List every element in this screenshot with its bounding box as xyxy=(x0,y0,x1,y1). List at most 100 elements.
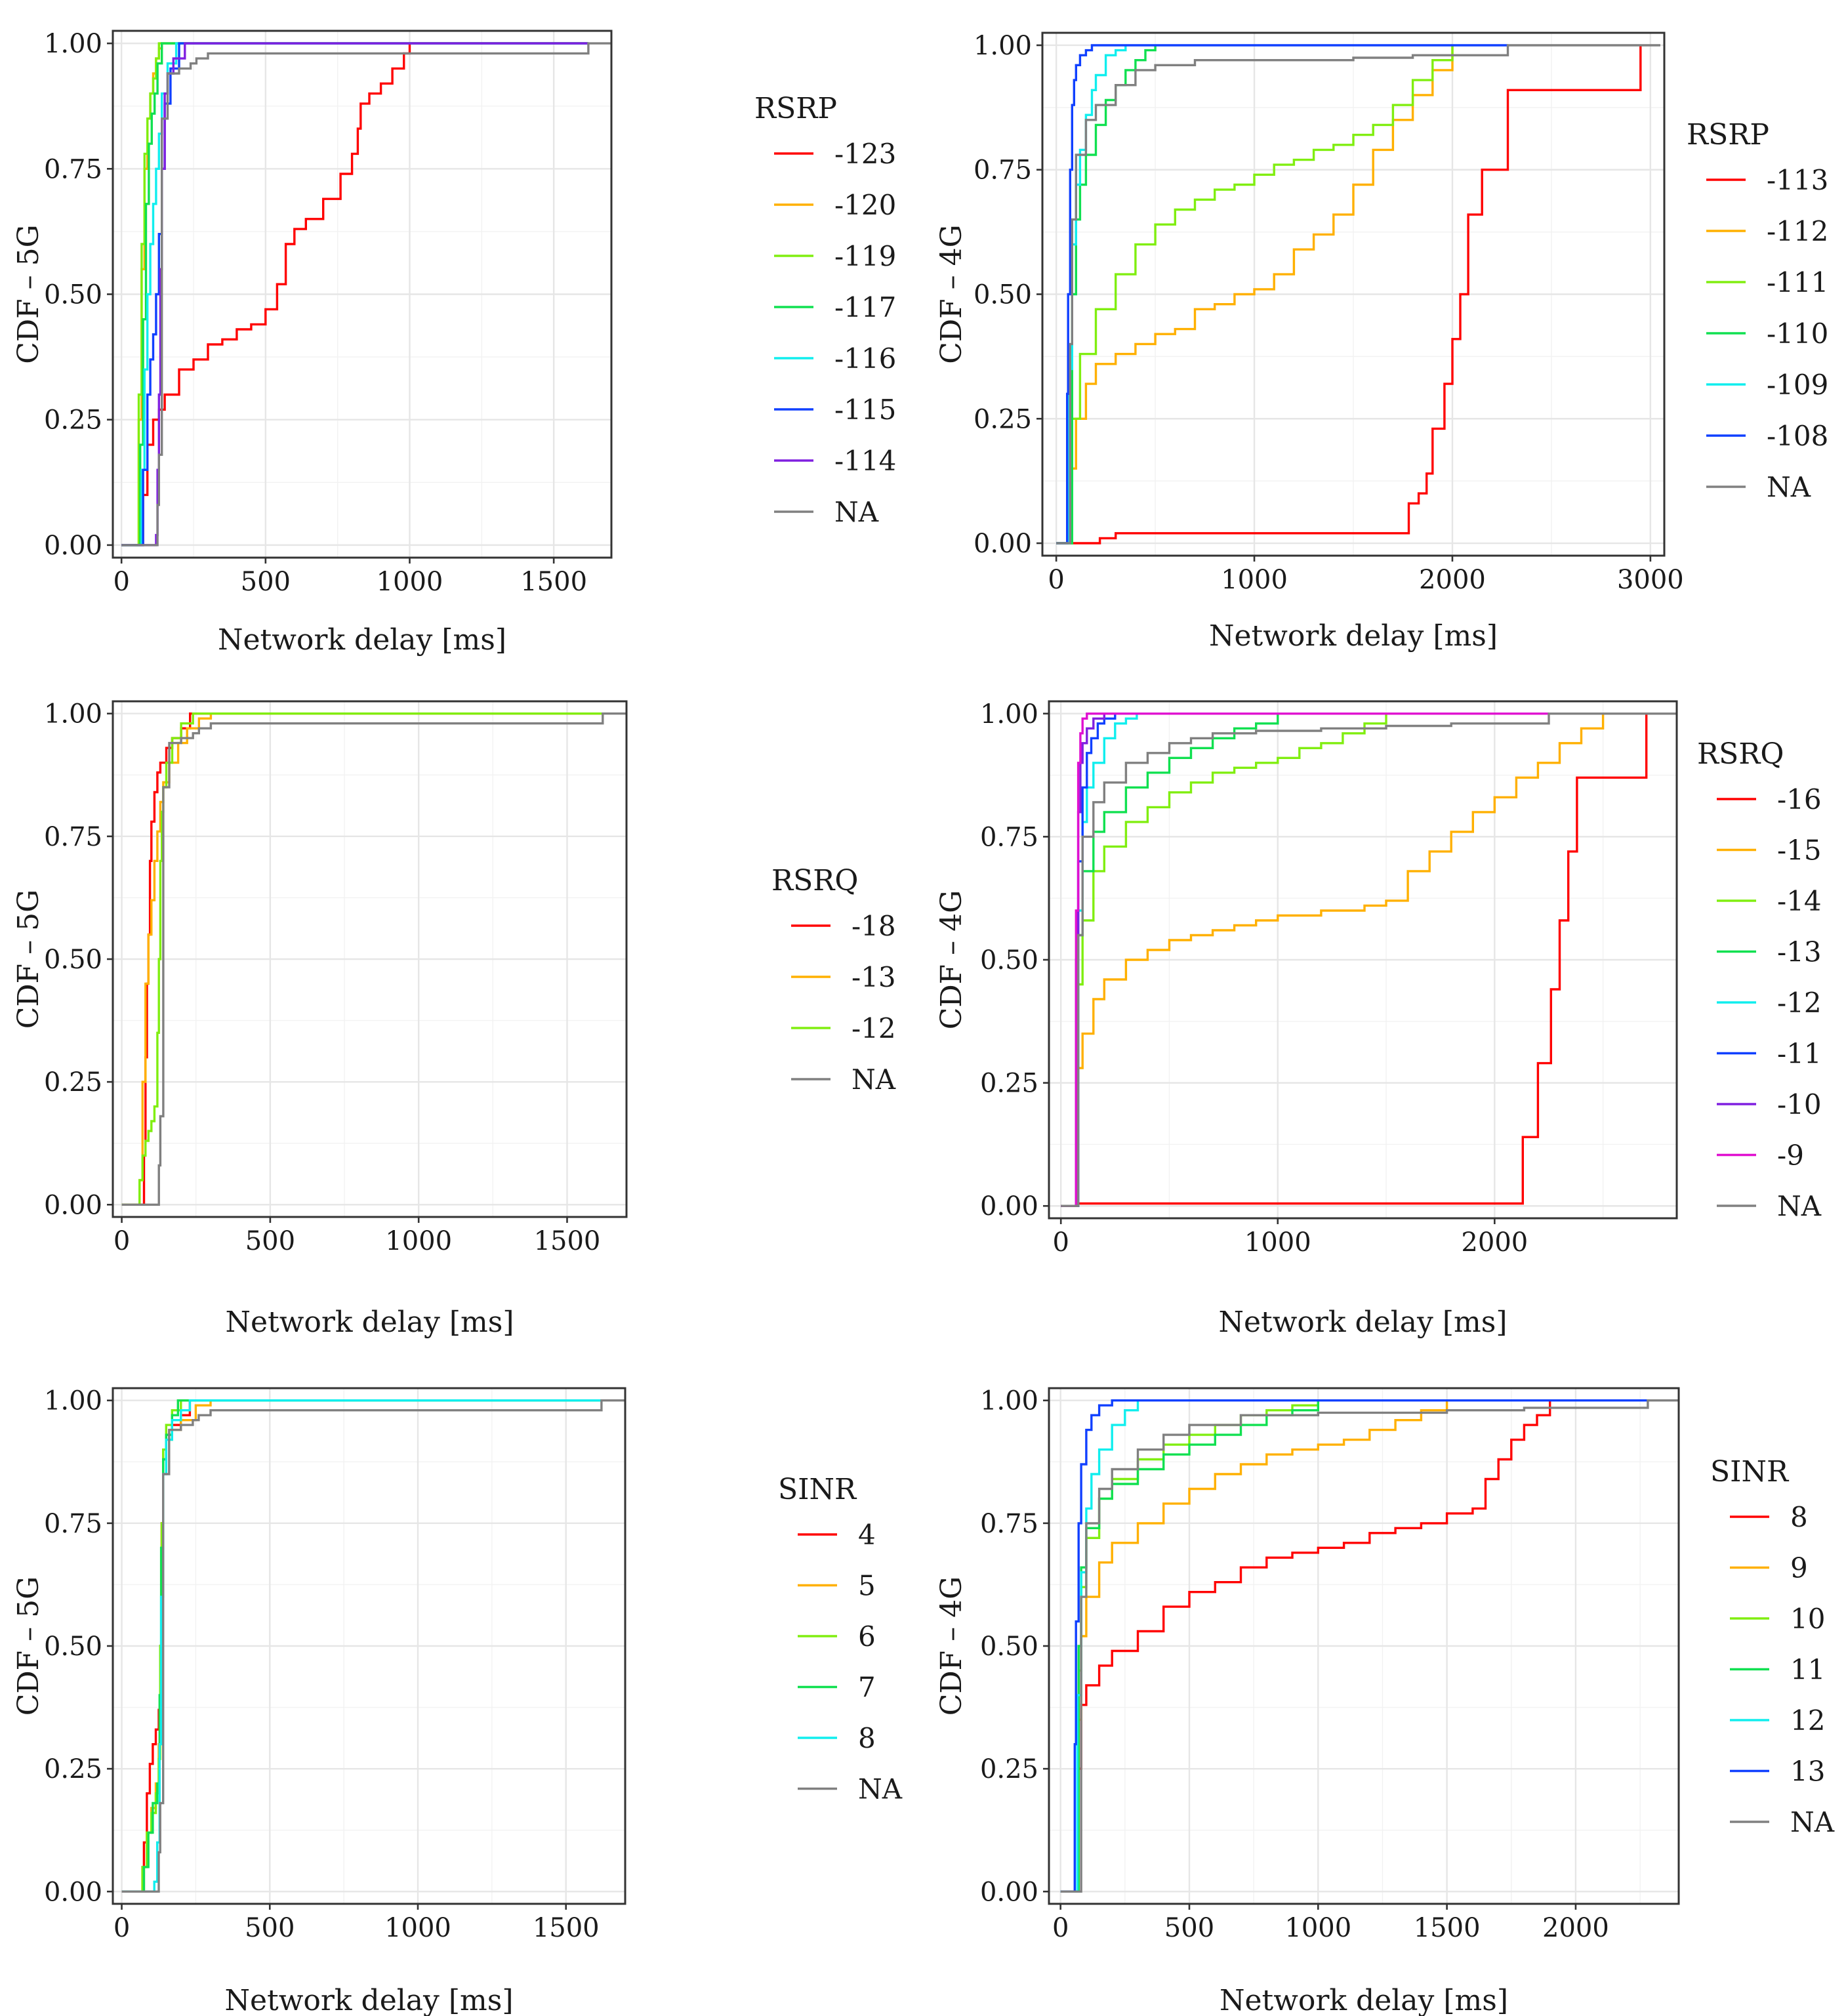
legend-label--117: -117 xyxy=(834,291,896,323)
y-tick-label: 1.00 xyxy=(980,699,1038,730)
x-axis-title: Network delay [ms] xyxy=(224,1984,513,2016)
series-line--119 xyxy=(121,42,588,546)
legend-title: SINR xyxy=(1710,1455,1790,1489)
y-tick-label: 1.00 xyxy=(974,31,1032,61)
legend: RSRQ -18 -13 -12 NA xyxy=(771,864,896,1096)
x-tick-label: 0 xyxy=(1048,565,1064,595)
series-group xyxy=(121,42,611,546)
series-group xyxy=(1060,1399,1679,1893)
legend-label--112: -112 xyxy=(1767,215,1828,247)
legend-label-11: 11 xyxy=(1790,1654,1825,1686)
y-tick-label: 0.25 xyxy=(974,404,1032,434)
legend-title: RSRQ xyxy=(771,864,858,897)
y-axis-title: CDF – 5G xyxy=(12,1576,45,1716)
x-tick-label: 500 xyxy=(245,1226,295,1256)
y-axis-title: CDF – 4G xyxy=(935,890,968,1030)
x-axis: 0 1000 2000 3000 xyxy=(1048,556,1684,595)
chart-rsrp-5g: 0.00 0.25 0.50 0.75 1.00 0 500 1000 1500 Network … xyxy=(12,29,896,657)
y-axis: 0.00 0.25 0.50 0.75 1.00 xyxy=(980,1386,1049,1907)
series-line-8 xyxy=(1060,1400,1551,1893)
x-tick-label: 2000 xyxy=(1461,1227,1528,1258)
series-group xyxy=(121,1399,625,1893)
legend-label-4: 4 xyxy=(858,1519,876,1551)
legend-label--120: -120 xyxy=(834,189,896,221)
legend-label-9: 9 xyxy=(1790,1552,1808,1584)
minor-grid xyxy=(113,1388,625,1904)
series-line--15 xyxy=(1061,713,1605,1207)
x-tick-label: 3000 xyxy=(1617,565,1684,595)
y-tick-label: 0.75 xyxy=(44,154,102,184)
legend-label--12: -12 xyxy=(851,1012,896,1044)
x-axis-title: Network delay [ms] xyxy=(218,623,506,657)
y-axis: 0.00 0.25 0.50 0.75 1.00 xyxy=(44,1386,113,1907)
x-tick-label: 1000 xyxy=(1284,1913,1351,1943)
y-axis-title: CDF – 4G xyxy=(935,1576,968,1716)
x-tick-label: 1000 xyxy=(384,1913,451,1943)
legend-title: RSRQ xyxy=(1697,737,1784,771)
y-tick-label: 0.25 xyxy=(44,405,102,436)
legend-label-NA: NA xyxy=(834,496,879,528)
x-tick-label: 0 xyxy=(113,567,129,597)
y-tick-label: 1.00 xyxy=(44,1386,102,1416)
x-axis: 0 500 1000 1500 xyxy=(113,558,587,597)
legend-label--10: -10 xyxy=(1777,1088,1822,1121)
x-tick-label: 1000 xyxy=(385,1226,452,1256)
y-axis-title: CDF – 5G xyxy=(12,224,45,364)
legend-label--13: -13 xyxy=(851,961,896,993)
series-line-NA xyxy=(121,712,626,1206)
y-tick-label: 0.00 xyxy=(980,1877,1038,1907)
series-line-NA xyxy=(121,1399,625,1893)
x-tick-label: 2000 xyxy=(1419,565,1486,595)
y-tick-label: 0.75 xyxy=(980,1509,1038,1539)
y-tick-label: 0.50 xyxy=(980,1632,1038,1662)
legend-label--110: -110 xyxy=(1767,318,1828,350)
series-line-NA xyxy=(1061,712,1677,1207)
x-tick-label: 0 xyxy=(1052,1227,1069,1258)
x-tick-label: 1000 xyxy=(377,567,443,597)
x-axis: 0 500 1000 1500 xyxy=(113,1904,600,1943)
series-line--110 xyxy=(1056,45,1157,545)
x-axis-title: Network delay [ms] xyxy=(1209,619,1498,653)
y-tick-label: 0.75 xyxy=(44,1509,102,1539)
series-group xyxy=(1061,712,1677,1207)
y-tick-label: 0.00 xyxy=(44,531,102,561)
legend: RSRP -123 -120 -119 -117 -116 -115 -114 NA xyxy=(754,92,896,528)
series-line-13 xyxy=(1060,1399,1648,1893)
x-tick-label: 500 xyxy=(1164,1913,1214,1943)
y-axis-title: CDF – 5G xyxy=(12,890,45,1029)
y-tick-label: 1.00 xyxy=(44,29,102,59)
series-line-12 xyxy=(1060,1400,1139,1893)
x-axis-title: Network delay [ms] xyxy=(1218,1306,1507,1339)
legend-label-10: 10 xyxy=(1790,1603,1825,1635)
y-tick-label: 0.50 xyxy=(980,945,1038,976)
legend-label-6: 6 xyxy=(858,1620,876,1653)
legend-label--18: -18 xyxy=(851,910,896,942)
x-tick-label: 1000 xyxy=(1244,1227,1311,1258)
x-tick-label: 1500 xyxy=(520,567,587,597)
series-group xyxy=(1056,44,1660,545)
y-tick-label: 0.25 xyxy=(980,1069,1038,1099)
legend-title: RSRP xyxy=(754,92,837,125)
chart-rsrp-4g: 0.00 0.25 0.50 0.75 1.00 0 1000 2000 3000 Network… xyxy=(935,31,1828,653)
series-line--108 xyxy=(1056,44,1508,545)
series-line-NA xyxy=(121,42,611,546)
legend-label--113: -113 xyxy=(1767,164,1828,196)
x-tick-label: 1500 xyxy=(534,1226,601,1256)
x-axis: 0 500 1000 1500 xyxy=(113,1217,601,1256)
legend-label--109: -109 xyxy=(1767,369,1828,401)
legend-title: SINR xyxy=(778,1473,857,1506)
series-line-9 xyxy=(1060,1400,1448,1893)
y-tick-label: 0.00 xyxy=(980,1191,1038,1222)
y-axis: 0.00 0.25 0.50 0.75 1.00 xyxy=(974,31,1042,559)
legend-label-NA: NA xyxy=(1790,1806,1835,1838)
legend-label-8: 8 xyxy=(858,1722,876,1754)
y-tick-label: 0.75 xyxy=(44,822,102,852)
series-line--115 xyxy=(121,42,588,546)
y-tick-label: 0.25 xyxy=(44,1067,102,1098)
y-tick-label: 0.75 xyxy=(980,822,1038,852)
x-axis-title: Network delay [ms] xyxy=(1220,1984,1508,2016)
legend: RSRQ -16 -15 -14 -13 -12 -11 -10 -9 NA xyxy=(1697,737,1822,1222)
series-line--117 xyxy=(121,42,588,546)
